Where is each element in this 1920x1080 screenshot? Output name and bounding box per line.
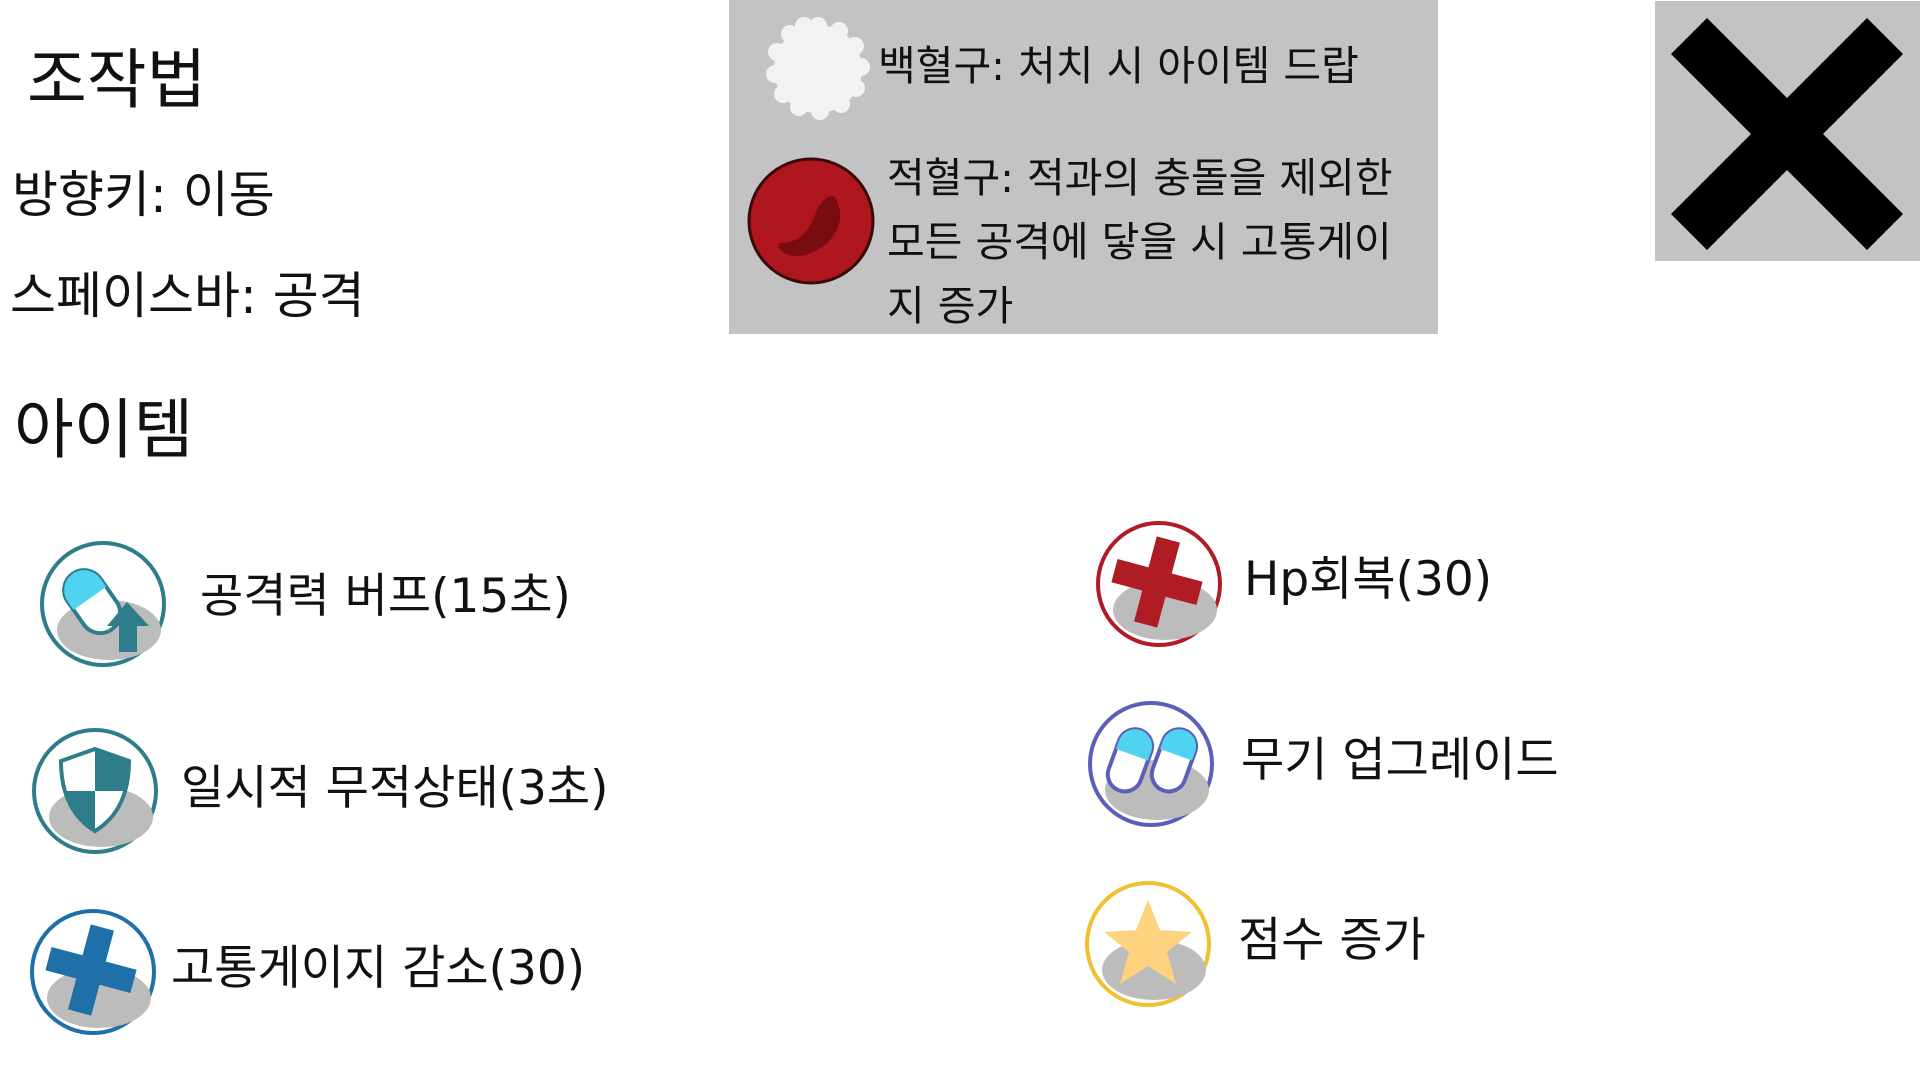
invincible-shield-icon [32, 728, 158, 854]
pain-decrease-icon [30, 909, 156, 1035]
red-blood-cell-description: 적혈구: 적과의 충돌을 제외한 모든 공격에 닿을 시 고통게이지 증가 [887, 154, 1393, 330]
close-button[interactable] [1655, 1, 1920, 261]
items-title: 아이템 [14, 393, 194, 468]
attack-control-text: 스페이스바: 공격 [10, 267, 365, 325]
move-control-text: 방향키: 이동 [12, 166, 275, 224]
white-blood-cell-icon [766, 17, 870, 120]
hp-heal-label: Hp회복(30) [1244, 552, 1493, 607]
weapon-upgrade-icon [1088, 701, 1214, 827]
attack-buff-label: 공격력 버프(15초) [200, 569, 571, 624]
enemy-info-panel: 백혈구: 처치 시 아이템 드랍 적혈구: 적과의 충돌을 제외한 모든 공격에… [729, 0, 1438, 334]
attack-buff-icon [40, 541, 166, 667]
red-blood-cell-icon [747, 157, 875, 285]
score-up-star-icon [1085, 881, 1211, 1007]
hp-heal-icon [1096, 521, 1222, 647]
controls-title: 조작법 [27, 43, 207, 118]
close-icon [1671, 18, 1903, 250]
weapon-upgrade-label: 무기 업그레이드 [1241, 733, 1559, 788]
white-blood-cell-label: 백혈구: 처치 시 아이템 드랍 [878, 42, 1359, 90]
invincible-label: 일시적 무적상태(3초) [181, 761, 609, 816]
score-up-label: 점수 증가 [1238, 913, 1426, 968]
pain-decrease-label: 고통게이지 감소(30) [171, 941, 586, 996]
